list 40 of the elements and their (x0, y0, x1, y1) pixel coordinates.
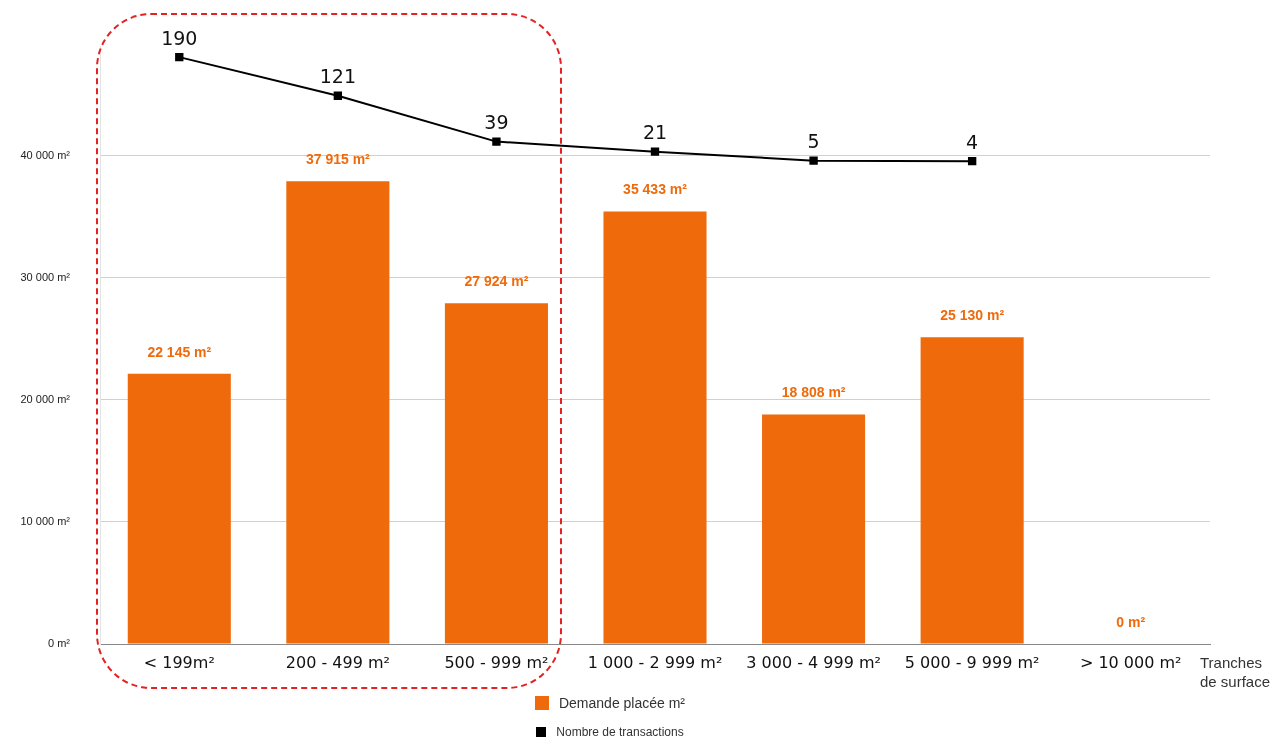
point (967, 157, 977, 166)
point (650, 147, 660, 156)
bar (762, 414, 866, 644)
y-tick-label: 20 000 m² (20, 392, 71, 405)
x-tick-label: 5 000 - 9 999 m² (904, 652, 1040, 672)
bar (286, 181, 390, 644)
data-label: 190 (161, 26, 198, 49)
y-tick-label: 10 000 m² (20, 514, 71, 527)
bar (127, 373, 231, 644)
data-label: 21 (642, 121, 668, 144)
bar (920, 337, 1024, 644)
data-label: 35 433 m² (623, 181, 688, 198)
data-label: 37 915 m² (305, 151, 371, 168)
point (175, 52, 184, 62)
y-tick-label: 0 m² (48, 637, 71, 650)
data-label: 25 130 m² (940, 307, 1005, 324)
legend-label: Nombre de transactions (556, 725, 684, 739)
bar (444, 303, 548, 644)
x-tick-label: 3 000 - 4 999 m² (746, 652, 881, 672)
data-label: 5 (807, 130, 820, 153)
x-tick-label: 1 000 - 2 999 m² (587, 652, 723, 672)
data-label: 39 (484, 111, 509, 134)
data-label: 18 808 m² (781, 384, 846, 401)
y-tick-label: 30 000 m² (20, 270, 71, 283)
x-axis-title: Tranches de surface (1200, 653, 1271, 690)
point (492, 137, 501, 146)
data-label: 22 145 m² (147, 343, 212, 360)
x-tick-label: 200 - 499 m² (285, 652, 390, 672)
data-label: 121 (319, 65, 356, 88)
legend-label: Demande placée m² (558, 695, 686, 711)
data-label: 4 (966, 130, 979, 153)
point (333, 91, 343, 100)
x-tick-label: < 199m² (143, 652, 215, 672)
data-label: 0 m² (1116, 613, 1146, 630)
bar (603, 211, 707, 644)
point (809, 156, 818, 165)
x-tick-label: > 10 000 m² (1079, 652, 1182, 672)
data-label: 27 924 m² (464, 273, 529, 290)
y-tick-label: 40 000 m² (20, 148, 71, 161)
x-tick-label: 500 - 999 m² (444, 652, 549, 672)
